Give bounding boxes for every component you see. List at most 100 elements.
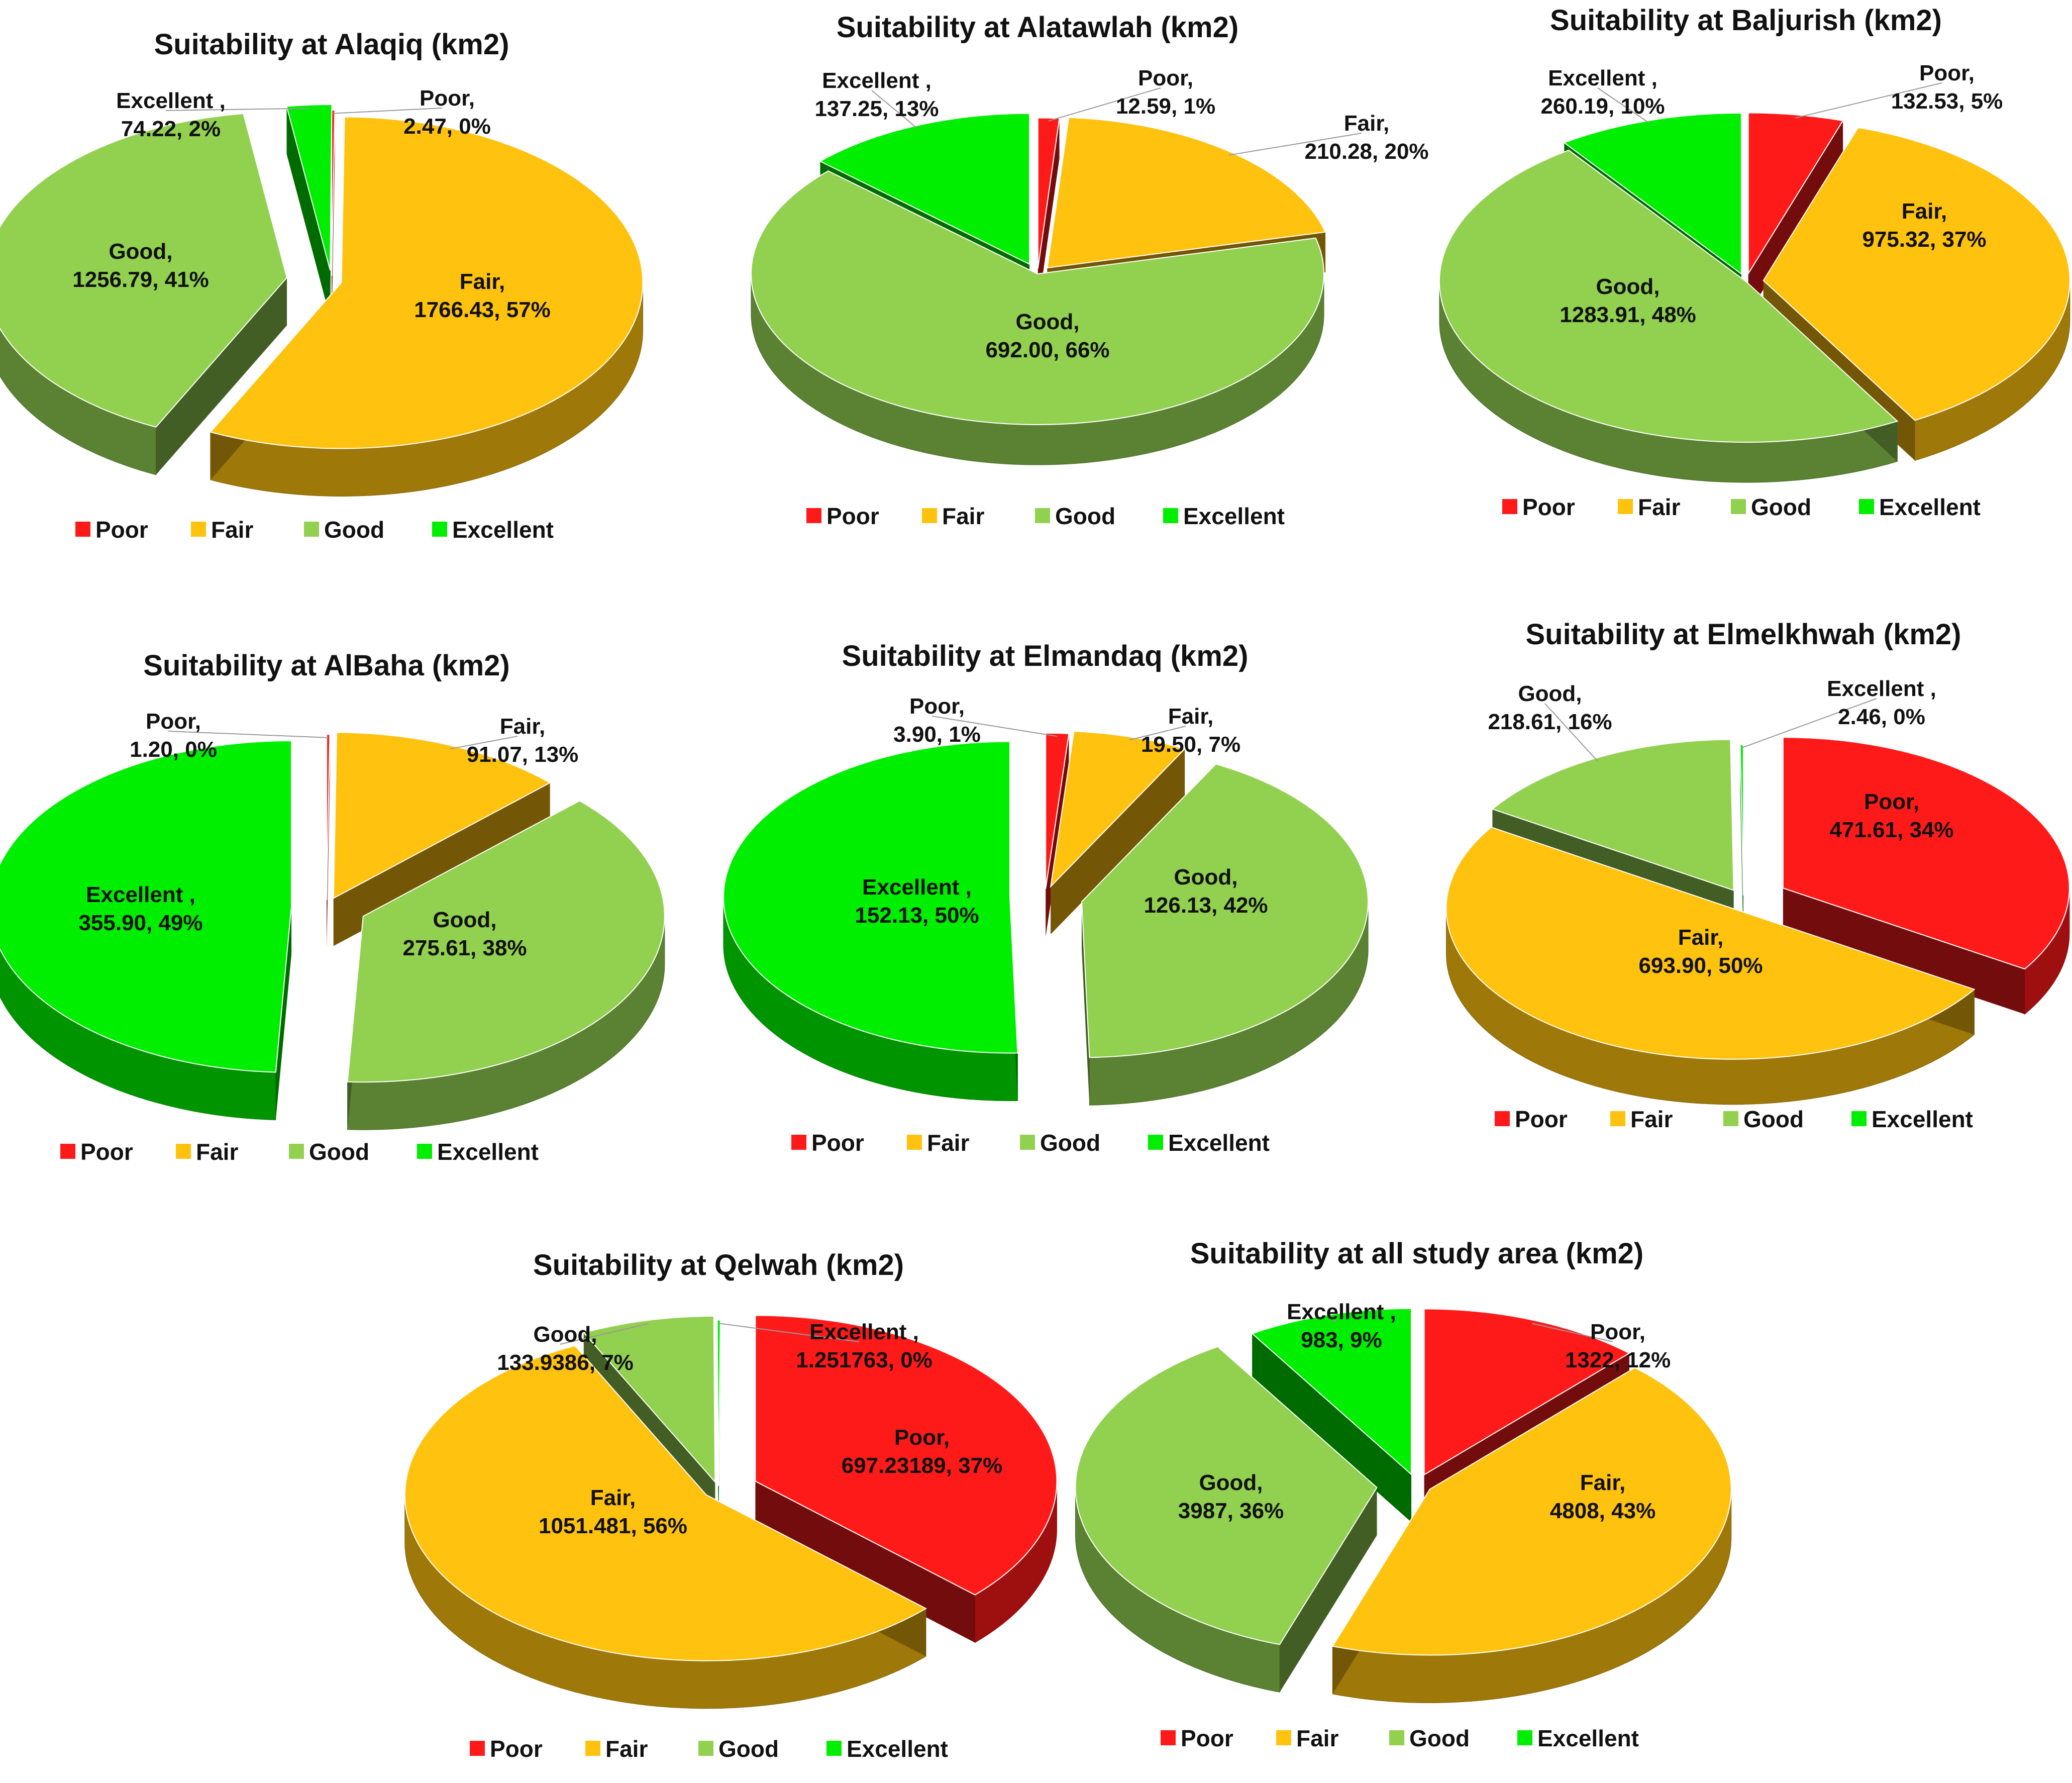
data-label-poor: Poor, 2.47, 0% (403, 86, 491, 139)
chart-alatawlah: Suitability at Alatawlah (km2) Poor, 12.59… (751, 11, 1429, 529)
data-label-good: Good, 692.00, 66% (985, 310, 1109, 362)
slice-cut-fair (1051, 749, 1185, 935)
legend-swatch-good (1020, 1135, 1035, 1150)
leader-line (1129, 726, 1186, 741)
pie-slice-poor (1423, 1308, 1630, 1476)
leader-line (450, 736, 518, 750)
chart-elmelkhwah: Suitability at Elmelkhwah (km2) Poor, 471.… (1445, 618, 2070, 1132)
data-label-excellent: Excellent , 260.19, 10% (1540, 66, 1665, 119)
leader-line (560, 1323, 649, 1345)
data-label-excellent: Excellent , 355.90, 49% (78, 882, 202, 935)
legend-label-excellent: Excellent (1872, 1106, 1973, 1132)
pie-top-faces (1439, 112, 2070, 443)
pie-slice-excellent (1739, 744, 1744, 896)
legend-label-excellent: Excellent (437, 1139, 539, 1165)
legend-swatch-poor (1161, 1730, 1176, 1745)
data-labels: Poor, 3.90, 1% Fair, 19.50, 7% Good, 126.13, … (855, 694, 1268, 928)
data-label-fair: Fair, 210.28, 20% (1304, 111, 1428, 164)
chart-title: Suitability at Qelwah (km2) (533, 1249, 904, 1281)
legend-swatch-good (1731, 499, 1746, 514)
legend-swatch-good (698, 1741, 713, 1756)
chart-title: Suitability at Elmelkhwah (km2) (1526, 618, 1961, 651)
pie-slice-fair (210, 116, 644, 449)
leader-line (1048, 87, 1161, 122)
leader-line (1330, 1318, 1337, 1322)
legend-swatch-fair (907, 1135, 922, 1150)
pie-slice-good (0, 113, 288, 428)
chart-title: Suitability at Alatawlah (km2) (837, 11, 1238, 44)
pie-slice-fair (1445, 826, 1976, 1060)
pie-slice-good (582, 1315, 716, 1483)
data-label-excellent: Excellent , 74.22, 2% (116, 88, 226, 141)
data-label-poor: Poor, 1322, 12% (1565, 1320, 1671, 1372)
legend-label-fair: Fair (211, 517, 253, 543)
legend-swatch-excellent (417, 1144, 432, 1159)
pie-slice-good (347, 800, 665, 1083)
slice-cut-excellent (286, 106, 331, 319)
data-labels: Poor, 132.53, 5% Fair, 975.32, 37% Good, 1283… (1540, 61, 2003, 327)
chart-albaha: Suitability at AlBaha (km2) Poor, 1.20, 0%… (0, 649, 665, 1165)
data-label-good: Good, 126.13, 42% (1144, 865, 1268, 918)
slice-cut-excellent (275, 906, 292, 1120)
legend-label-good: Good (324, 517, 384, 543)
legend-swatch-poor (470, 1741, 485, 1756)
data-label-poor: Poor, 12.59, 1% (1116, 66, 1215, 119)
chart-baljurish: Suitability at Baljurish (km2) Poor, 132.5… (1439, 4, 2070, 520)
data-label-excellent: Excellent , 152.13, 50% (855, 875, 979, 928)
chart-title: Suitability at all study area (km2) (1190, 1237, 1644, 1270)
legend-swatch-fair (191, 522, 206, 537)
data-label-excellent: Excellent , 137.25, 13% (814, 68, 939, 121)
pie-slice-fair (404, 1345, 927, 1661)
pie-slice-fair (1047, 117, 1326, 269)
chart-alaqiq: Suitability at Alaqiq (km2) Poor, 2.47, 0%… (0, 28, 644, 543)
legend-label-poor: Poor (95, 517, 148, 543)
data-label-fair: Fair, 693.90, 50% (1638, 925, 1763, 978)
leader-line (1597, 87, 1651, 125)
legend-swatch-good (304, 522, 319, 537)
data-label-poor: Poor, 1.20, 0% (130, 709, 217, 762)
pie-slice-fair (1763, 127, 2070, 421)
leader-line (168, 731, 329, 738)
pie-slice-poor (1747, 112, 1844, 275)
legend-label-good: Good (1055, 503, 1115, 529)
pie-slice-good (1081, 763, 1369, 1058)
data-label-good: Good, 3987, 36% (1178, 1470, 1284, 1523)
data-label-good: Good, 275.61, 38% (402, 908, 527, 960)
pie-slice-good (1439, 149, 1899, 443)
legend-label-fair: Fair (927, 1130, 969, 1156)
leader-line (871, 90, 918, 129)
legend-swatch-fair (1276, 1730, 1291, 1745)
data-label-good: Good, 218.61, 16% (1488, 681, 1612, 734)
pie-slice-good (1075, 1346, 1378, 1645)
legend-label-good: Good (1743, 1106, 1804, 1132)
legend-label-good: Good (1409, 1725, 1470, 1751)
legend-swatch-poor (75, 522, 90, 537)
legend-swatch-excellent (826, 1741, 842, 1756)
legend-label-fair: Fair (1638, 494, 1680, 520)
legend: Poor Fair Good Excellent (1495, 1106, 1973, 1132)
legend-label-fair: Fair (1296, 1725, 1338, 1751)
pie-slice-poor (331, 109, 336, 276)
chart-elmandaq: Suitability at Elmandaq (km2) Poor, 3.90, … (722, 640, 1369, 1156)
legend: Poor Fair Good Excellent (1161, 1725, 1639, 1751)
legend-label-good: Good (1751, 494, 1811, 520)
data-label-poor: Poor, 471.61, 34% (1829, 789, 1953, 842)
legend-swatch-excellent (1851, 1111, 1867, 1126)
legend-label-good: Good (718, 1736, 779, 1762)
legend-label-poor: Poor (1522, 494, 1575, 520)
legend-swatch-fair (176, 1144, 191, 1159)
pie-top-faces (1075, 1308, 1732, 1656)
data-labels: Poor, 697.23189, 37% Fair, 1051.481, 56% Goo… (497, 1320, 1002, 1538)
legend-label-excellent: Excellent (452, 517, 554, 543)
pie-slice-excellent (722, 741, 1018, 1054)
data-labels: Poor, 471.61, 34% Fair, 693.90, 50% Good, 218… (1488, 676, 1953, 978)
pie-slice-poor (1037, 117, 1060, 269)
legend-label-fair: Fair (1630, 1106, 1673, 1132)
pie-slice-excellent (1563, 113, 1742, 275)
data-label-good: Good, 1283.91, 48% (1560, 274, 1696, 327)
pie-slice-good (751, 170, 1324, 425)
pie-top-faces (0, 732, 665, 1083)
legend-label-poor: Poor (1181, 1725, 1233, 1751)
leader-line (333, 108, 443, 114)
slice-cut-poor (1038, 118, 1060, 309)
